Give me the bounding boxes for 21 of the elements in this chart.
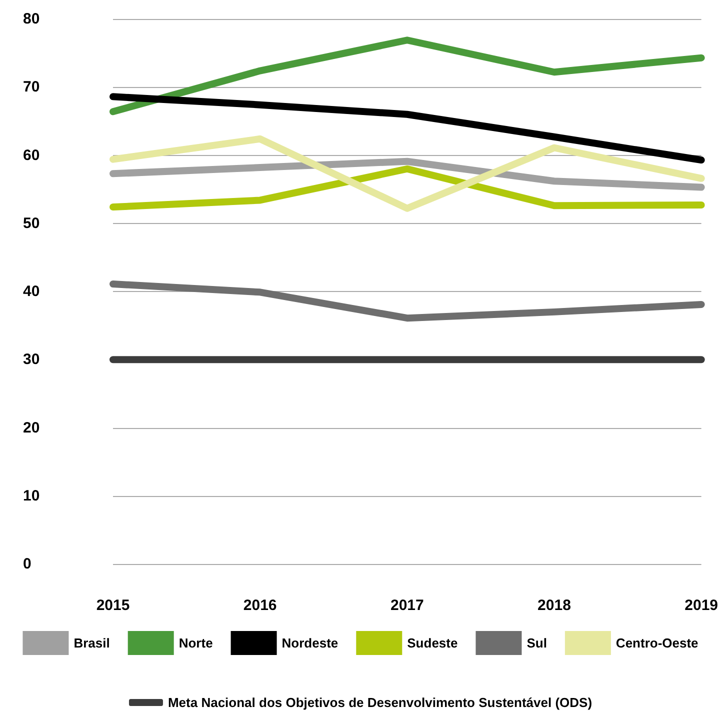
x-tick-label: 2019 — [684, 597, 718, 614]
y-tick-label: 30 — [23, 351, 40, 368]
x-tick-label: 2017 — [390, 597, 424, 614]
legend-label: Sul — [526, 636, 547, 650]
y-tick-label: 10 — [23, 487, 40, 504]
y-tick-label: 70 — [23, 78, 40, 96]
y-tick-label: 0 — [23, 556, 32, 572]
y-tick-label: 60 — [23, 146, 40, 164]
legend-label: Norte — [178, 636, 213, 650]
y-tick-label: 80 — [23, 10, 40, 28]
legend-label: Brasil — [74, 636, 110, 650]
y-tick-label: 50 — [23, 214, 40, 232]
legend-label: Centro-Oeste — [616, 636, 698, 650]
y-tick-label: 20 — [23, 419, 40, 436]
x-tick-label: 2015 — [96, 597, 130, 614]
y-tick-label: 40 — [23, 283, 40, 300]
x-tick-label: 2016 — [243, 597, 277, 614]
legend-label: Sudeste — [407, 636, 458, 650]
x-tick-label: 2018 — [538, 597, 571, 614]
legend-label: Meta Nacional dos Objetivos de Desenvolvimento Sustentável (ODS) — [168, 695, 592, 710]
legend-label: Nordeste — [282, 636, 338, 650]
